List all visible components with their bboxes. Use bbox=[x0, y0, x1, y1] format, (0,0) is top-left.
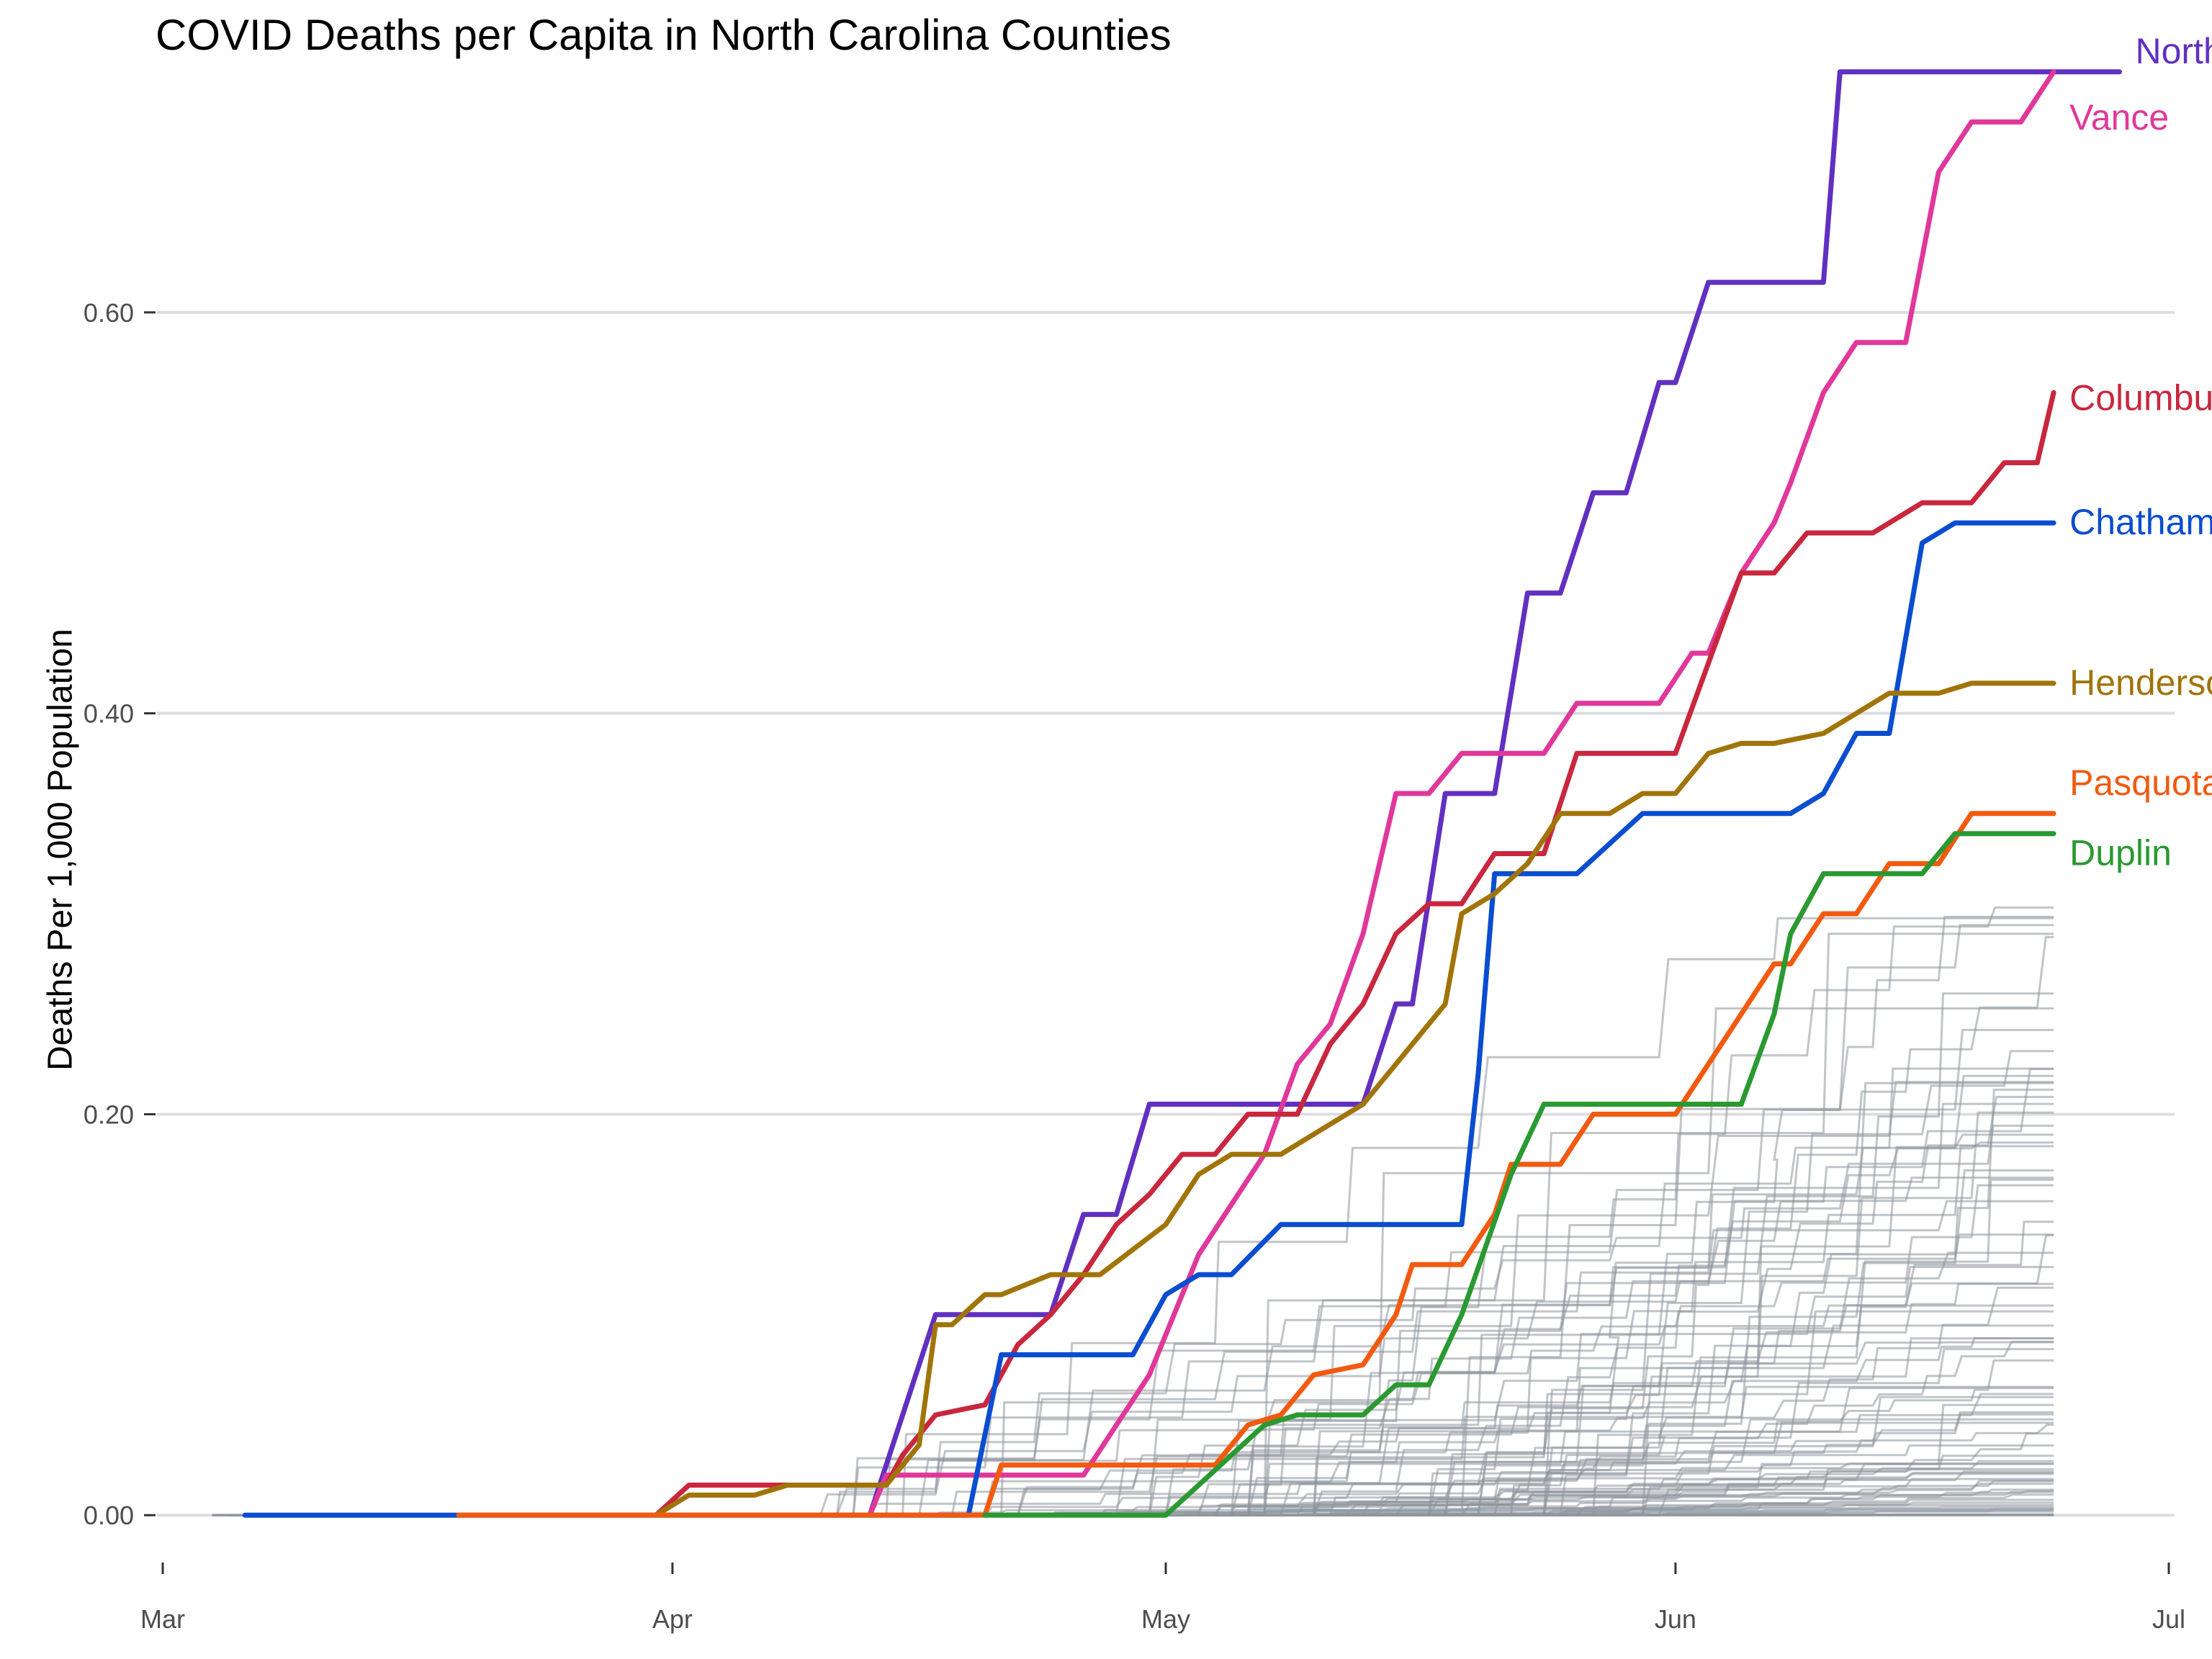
series-line-pasquotank bbox=[456, 811, 2056, 1518]
series-label-duplin: Duplin bbox=[2069, 833, 2172, 873]
background-county-line bbox=[459, 1385, 2054, 1516]
x-tick-label: May bbox=[1141, 1604, 1190, 1634]
background-county-line bbox=[277, 1337, 2054, 1516]
background-county-line bbox=[442, 1088, 2054, 1516]
chart-title: COVID Deaths per Capita in North Carolin… bbox=[156, 11, 1172, 59]
series-line-chatham bbox=[242, 520, 2056, 1518]
background-county-line bbox=[491, 915, 2054, 1516]
background-county-line bbox=[228, 1081, 2054, 1516]
background-county-line bbox=[426, 1341, 2054, 1516]
background-county-line bbox=[491, 1141, 2054, 1516]
series-label-vance: Vance bbox=[2069, 97, 2169, 138]
background-county-line bbox=[475, 1393, 2054, 1516]
series-label-northampton: Northampton bbox=[2135, 31, 2212, 71]
axis-layer: 0.00 0.20 0.40 0.60 Mar Apr May Jun Jul bbox=[84, 298, 2185, 1634]
series-line-vance bbox=[867, 69, 2056, 1518]
background-county-line bbox=[475, 1444, 2054, 1516]
highlighted-series-layer bbox=[242, 69, 2122, 1518]
series-label-henderson: Henderson bbox=[2069, 662, 2212, 703]
background-county-line bbox=[442, 1266, 2054, 1516]
background-county-line bbox=[343, 1220, 2054, 1516]
y-tick-label: 0.20 bbox=[84, 1100, 134, 1129]
background-county-line bbox=[508, 1068, 2054, 1516]
background-county-line bbox=[392, 932, 2054, 1516]
background-county-line bbox=[212, 1348, 2054, 1516]
y-tick-label: 0.60 bbox=[84, 298, 134, 328]
y-tick-label: 0.40 bbox=[84, 699, 134, 729]
x-tick-label: Jul bbox=[2152, 1604, 2185, 1634]
series-line-northampton bbox=[867, 69, 2122, 1518]
series-label-layer: Northampton Vance Columbus Chatham Henderson… bbox=[2069, 31, 2212, 873]
background-county-line bbox=[442, 1468, 2054, 1516]
background-county-line bbox=[491, 1082, 2054, 1516]
x-tick-label: Apr bbox=[652, 1604, 693, 1634]
y-tick-label: 0.00 bbox=[84, 1501, 134, 1530]
series-label-chatham: Chatham bbox=[2069, 502, 2212, 542]
background-county-line bbox=[228, 1184, 2054, 1516]
background-county-line bbox=[343, 1074, 2054, 1516]
background-county-line bbox=[524, 1479, 2054, 1516]
background-county-line bbox=[310, 1233, 2054, 1516]
background-county-line bbox=[327, 1359, 2054, 1516]
background-county-line bbox=[360, 935, 2054, 1516]
x-tick-label: Mar bbox=[140, 1604, 185, 1634]
background-county-line bbox=[442, 1483, 2054, 1516]
background-county-line bbox=[245, 1007, 2054, 1516]
series-label-columbus: Columbus bbox=[2069, 378, 2212, 418]
series-line-duplin bbox=[982, 831, 2056, 1518]
background-county-line bbox=[392, 1095, 2054, 1516]
background-county-line bbox=[508, 924, 2054, 1516]
series-line-columbus bbox=[653, 390, 2056, 1518]
background-county-line bbox=[442, 1124, 2054, 1516]
series-label-pasquotank: Pasquotank bbox=[2069, 763, 2212, 803]
background-county-line bbox=[392, 906, 2054, 1516]
series-line-henderson bbox=[653, 680, 2056, 1518]
x-tick-label: Jun bbox=[1655, 1604, 1696, 1634]
